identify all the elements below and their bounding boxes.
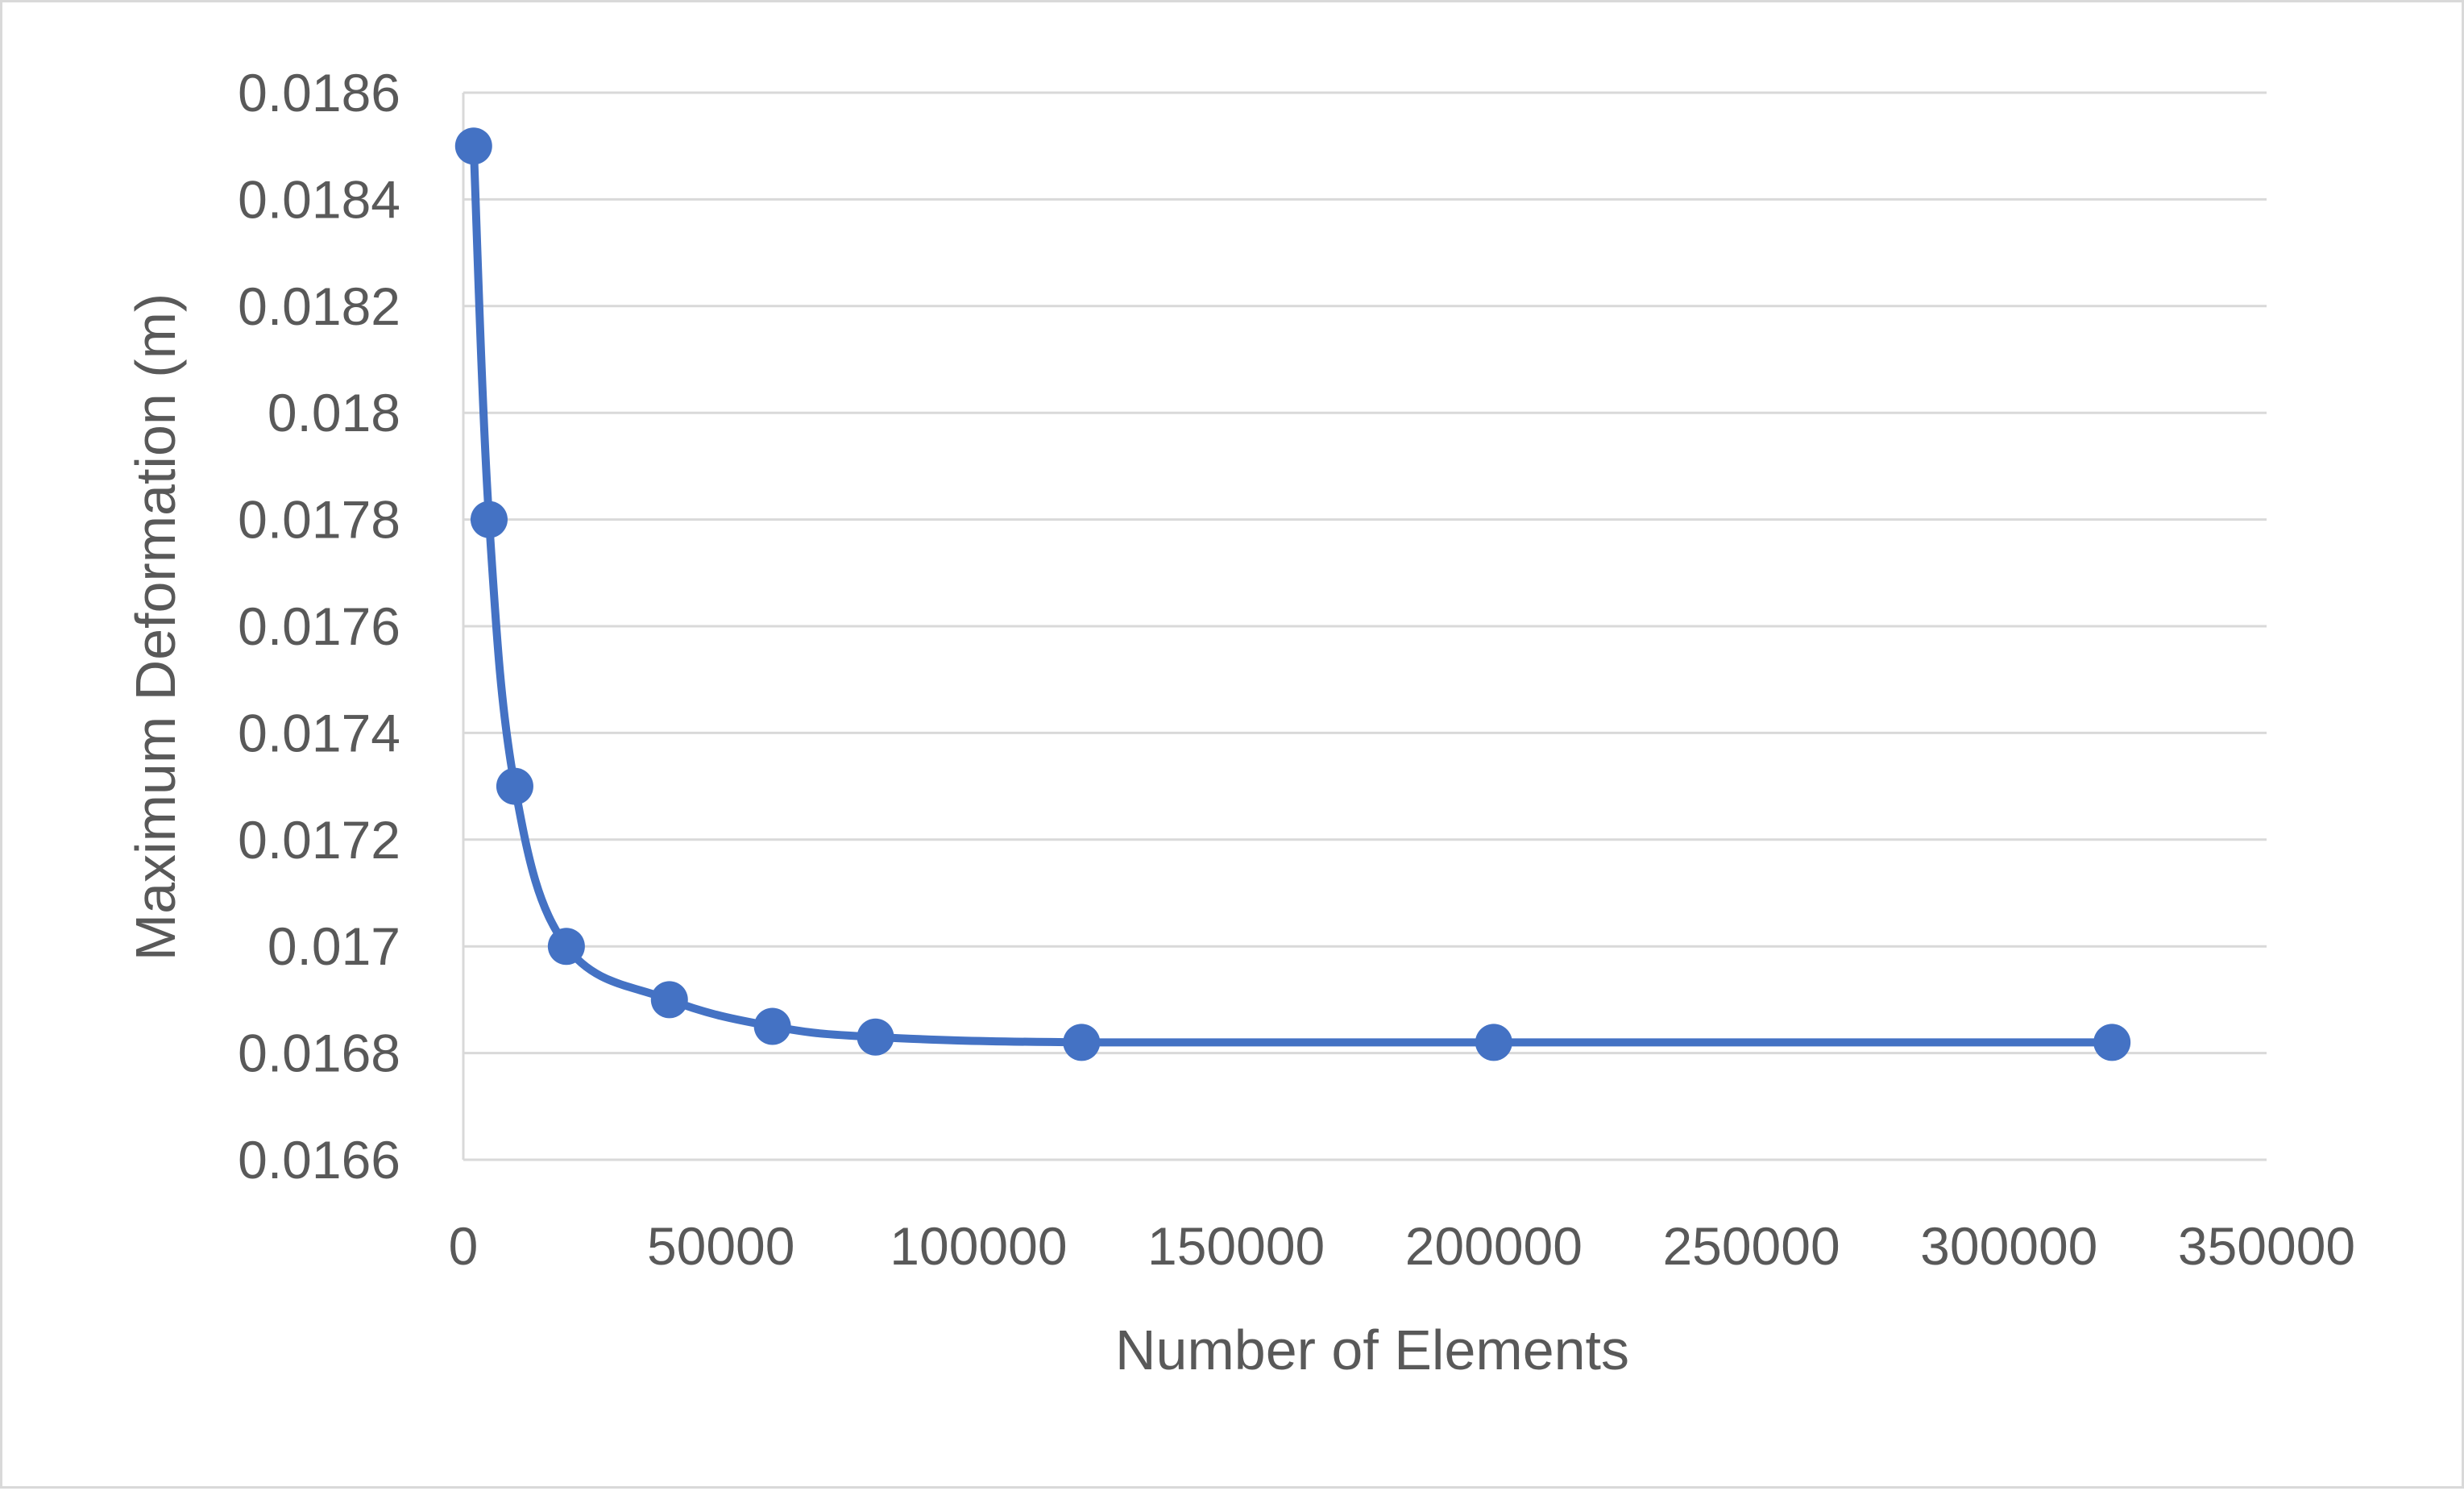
y-axis-title: Maximum Deformation (m)	[124, 293, 187, 961]
x-tick-label: 0	[449, 1216, 479, 1276]
y-tick-label: 0.0168	[238, 1024, 400, 1083]
x-tick-label: 300000	[1920, 1216, 2097, 1276]
series-line	[469, 142, 2117, 1047]
data-point	[857, 1018, 894, 1056]
data-point	[454, 127, 492, 165]
x-tick-label: 150000	[1147, 1216, 1325, 1276]
y-tick-label: 0.0182	[238, 276, 400, 336]
y-tick-label: 0.018	[268, 383, 400, 442]
y-tick-label: 0.0174	[238, 703, 400, 762]
data-point	[753, 1007, 791, 1045]
data-point	[496, 767, 533, 805]
y-tick-labels: 0.0166 0.0168 0.017 0.0172 0.0174 0.0176 0.017…	[238, 63, 400, 1190]
x-tick-labels: 0 50000 100000 150000 200000 250000 300000 3500…	[449, 1216, 2355, 1276]
data-point	[1475, 1024, 1512, 1061]
y-tick-label: 0.0172	[238, 810, 400, 870]
y-tick-label: 0.0184	[238, 169, 400, 229]
y-tick-label: 0.0166	[238, 1130, 400, 1190]
axes	[462, 93, 2267, 1161]
y-tick-label: 0.017	[268, 916, 400, 976]
x-tick-label: 350000	[2178, 1216, 2355, 1276]
data-point	[650, 981, 688, 1019]
y-tick-label: 0.0178	[238, 490, 400, 550]
data-point	[470, 500, 508, 538]
x-tick-label: 200000	[1405, 1216, 1583, 1276]
series-layer	[454, 127, 2131, 1061]
x-axis-title: Number of Elements	[1115, 1319, 1629, 1381]
x-tick-label: 50000	[647, 1216, 795, 1276]
data-point	[2093, 1024, 2131, 1061]
data-point	[1063, 1024, 1101, 1061]
y-tick-label: 0.0176	[238, 596, 400, 656]
data-point	[547, 928, 585, 966]
x-tick-label: 250000	[1662, 1216, 1840, 1276]
y-tick-label: 0.0186	[238, 63, 400, 123]
gridlines	[463, 91, 2267, 1055]
x-tick-label: 100000	[890, 1216, 1067, 1276]
